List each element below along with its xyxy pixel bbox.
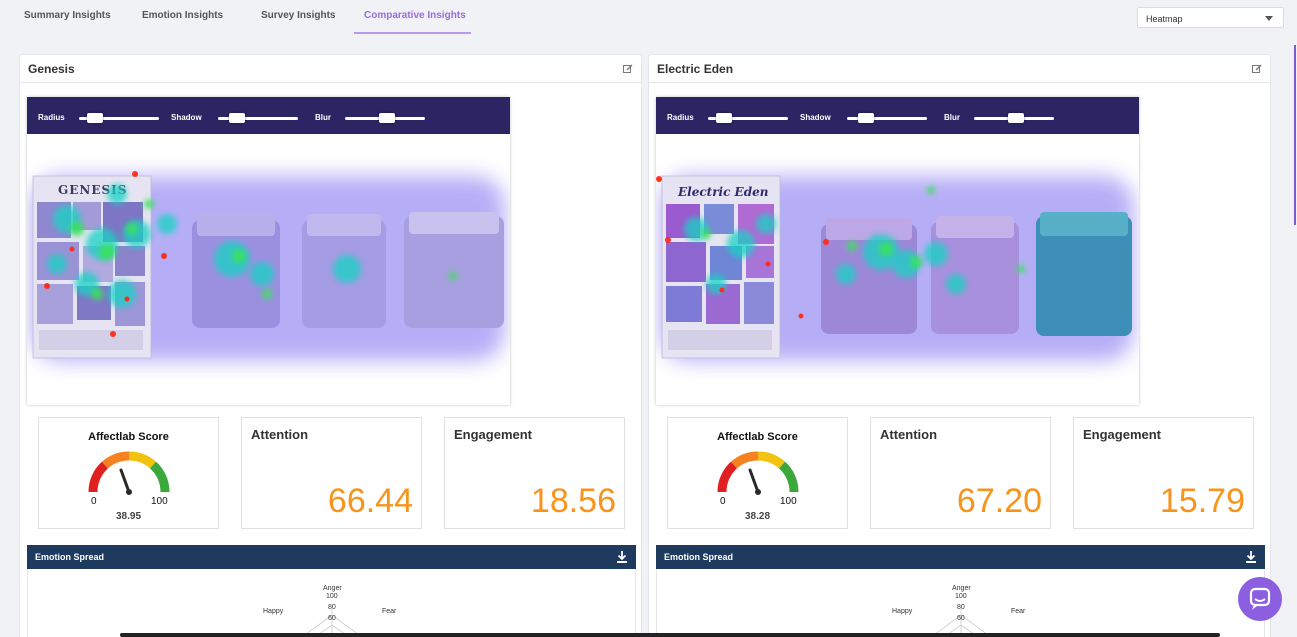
- engagement-card: Engagement 15.79: [1073, 417, 1254, 529]
- gauge-min-label: 0: [91, 496, 97, 507]
- view-select-value: Heatmap: [1146, 14, 1183, 24]
- side-scroll-indicator: [1294, 45, 1296, 225]
- download-icon[interactable]: [1245, 550, 1257, 564]
- heatmap-card: Radius Shadow Blur: [27, 97, 510, 405]
- shadow-slider[interactable]: [218, 117, 298, 120]
- blur-label: Blur: [944, 113, 960, 122]
- shadow-label: Shadow: [171, 113, 202, 122]
- blur-slider-handle[interactable]: [379, 113, 395, 123]
- edit-icon[interactable]: [1252, 64, 1262, 74]
- emotion-radar-chart: Anger Happy Fear 100 80 60: [656, 569, 1265, 637]
- tab-survey-insights[interactable]: Survey Insights: [261, 10, 336, 21]
- panel-divider: [649, 82, 1270, 83]
- radar-tick-80: 80: [957, 604, 965, 611]
- heatmap-controls: Radius Shadow Blur: [27, 97, 510, 134]
- radius-slider-handle[interactable]: [716, 113, 732, 123]
- radius-slider[interactable]: [708, 117, 788, 120]
- shadow-label: Shadow: [800, 113, 831, 122]
- comparison-panel-electric-eden: Electric Eden Radius Shadow Blur: [648, 54, 1271, 637]
- radius-label: Radius: [38, 113, 65, 122]
- engagement-value: 18.56: [530, 482, 616, 520]
- radar-axis-happy: Happy: [892, 608, 913, 615]
- emotion-spread-header: Emotion Spread: [656, 545, 1265, 569]
- download-icon[interactable]: [616, 550, 628, 564]
- engagement-label: Engagement: [454, 427, 533, 442]
- caret-down-icon: [1265, 16, 1273, 21]
- radar-axis-fear: Fear: [382, 608, 397, 615]
- emotion-spread-title: Emotion Spread: [35, 552, 105, 562]
- affectlab-score-label: Affectlab Score: [88, 431, 169, 443]
- top-navigation: Summary Insights Emotion Insights Survey…: [0, 0, 1297, 40]
- shadow-slider-handle[interactable]: [858, 113, 874, 123]
- attention-card: Attention 66.44: [241, 417, 422, 529]
- panel-title: Electric Eden: [657, 62, 734, 76]
- shadow-slider[interactable]: [847, 117, 927, 120]
- heatmap-controls: Radius Shadow Blur: [656, 97, 1139, 134]
- gauge-min-label: 0: [720, 496, 726, 507]
- radar-grid: [301, 609, 363, 637]
- radius-slider[interactable]: [79, 117, 159, 120]
- tab-summary-insights[interactable]: Summary Insights: [24, 10, 111, 21]
- edit-icon[interactable]: [623, 64, 633, 74]
- gauge-chart: [717, 451, 799, 495]
- emotion-spread-header: Emotion Spread: [27, 545, 636, 569]
- radar-axis-happy: Happy: [263, 608, 284, 615]
- view-select[interactable]: Heatmap: [1137, 7, 1284, 28]
- gauge-max-label: 100: [780, 496, 797, 507]
- panel-divider: [20, 82, 641, 83]
- radar-axis-fear: Fear: [1011, 608, 1026, 615]
- gauge-needle: [748, 468, 760, 494]
- radar-tick-80: 80: [328, 604, 336, 611]
- attention-label: Attention: [251, 427, 309, 442]
- radar-tick-100: 100: [955, 593, 967, 600]
- chat-icon: [1249, 587, 1271, 610]
- image-brand-text: Electric Eden: [677, 185, 768, 199]
- horizontal-scrollbar[interactable]: [120, 633, 1220, 637]
- gauge-max-label: 100: [151, 496, 168, 507]
- radar-tick-100: 100: [326, 593, 338, 600]
- panel-title: Genesis: [28, 62, 75, 76]
- affectlab-score-card: Affectlab Score 0 100 38.95: [38, 417, 219, 529]
- radar-axis-anger: Anger: [323, 585, 342, 592]
- tab-comparative-insights[interactable]: Comparative Insights: [364, 10, 466, 21]
- affectlab-score-card: Affectlab Score 0 100 38.28: [667, 417, 848, 529]
- affectlab-score-value: 38.28: [744, 511, 771, 522]
- heatmap-image: GENESIS: [27, 134, 510, 405]
- active-tab-indicator: [354, 32, 471, 34]
- blur-slider-handle[interactable]: [1008, 113, 1024, 123]
- attention-value: 66.44: [327, 482, 413, 520]
- attention-value: 67.20: [956, 482, 1042, 520]
- radar-tick-60: 60: [957, 615, 965, 622]
- chat-launcher-button[interactable]: [1238, 577, 1282, 621]
- comparison-panel-genesis: Genesis Radius Shadow Blur: [19, 54, 642, 637]
- gauge-needle: [119, 468, 131, 494]
- attention-card: Attention 67.20: [870, 417, 1051, 529]
- radar-grid: [930, 609, 992, 637]
- radar-axis-anger: Anger: [952, 585, 971, 592]
- radius-label: Radius: [667, 113, 694, 122]
- gauge-chart: [88, 451, 170, 495]
- affectlab-score-label: Affectlab Score: [717, 431, 798, 443]
- affectlab-score-value: 38.95: [115, 511, 142, 522]
- engagement-label: Engagement: [1083, 427, 1162, 442]
- radius-slider-handle[interactable]: [87, 113, 103, 123]
- heatmap-image: Electric Eden: [656, 134, 1139, 405]
- shadow-slider-handle[interactable]: [229, 113, 245, 123]
- heatmap-card: Radius Shadow Blur: [656, 97, 1139, 405]
- blur-label: Blur: [315, 113, 331, 122]
- radar-tick-60: 60: [328, 615, 336, 622]
- attention-label: Attention: [880, 427, 938, 442]
- engagement-card: Engagement 18.56: [444, 417, 625, 529]
- emotion-radar-chart: Anger Happy Fear 100 80 60: [27, 569, 636, 637]
- engagement-value: 15.79: [1159, 482, 1245, 520]
- emotion-spread-title: Emotion Spread: [664, 552, 734, 562]
- tab-emotion-insights[interactable]: Emotion Insights: [142, 10, 224, 21]
